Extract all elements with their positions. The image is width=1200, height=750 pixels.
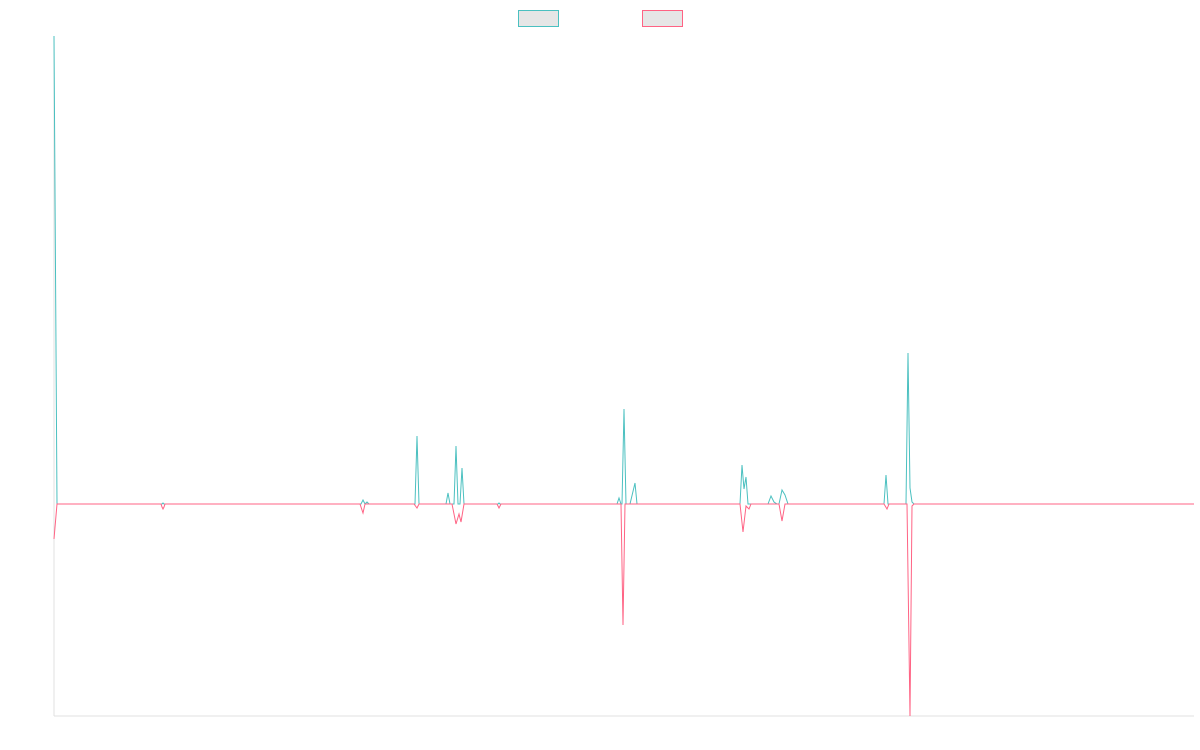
legend-swatch-series-1[interactable]: [518, 10, 559, 27]
plot-area: [53, 35, 1194, 717]
series-layer: [53, 35, 1194, 717]
series-line-2: [53, 503, 1194, 717]
series-line-1: [53, 35, 1194, 505]
legend: [518, 10, 683, 27]
legend-swatch-series-2[interactable]: [642, 10, 683, 27]
